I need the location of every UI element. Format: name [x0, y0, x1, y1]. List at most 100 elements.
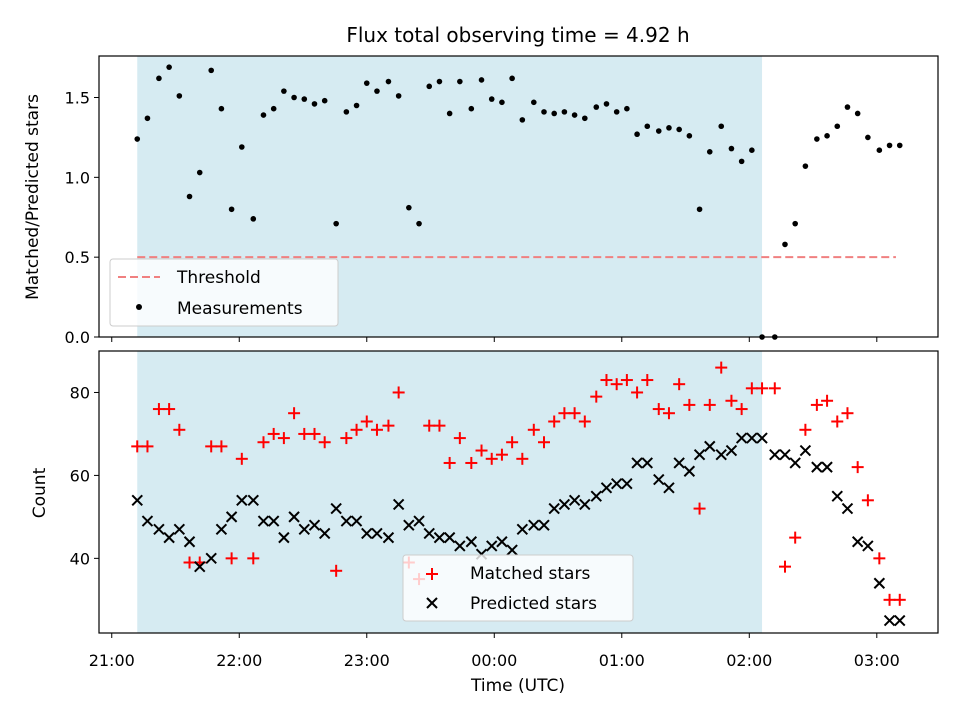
measurement-point	[134, 136, 141, 142]
measurement-point	[176, 93, 183, 99]
predicted-star-point	[278, 531, 290, 544]
predicted-star-d2	[558, 498, 571, 511]
matched-star-point	[703, 398, 716, 411]
x-tick-label: 03:00	[854, 651, 900, 670]
predicted-star-d2	[673, 457, 685, 469]
predicted-star-point	[267, 515, 280, 527]
measurement-point	[551, 110, 558, 117]
predicted-star-point	[683, 465, 696, 477]
measurement-point	[270, 105, 277, 112]
predicted-star-point	[506, 544, 518, 556]
matched-star-point	[485, 452, 498, 465]
matched-star-point	[340, 432, 353, 445]
matched-star-point	[152, 403, 165, 416]
predicted-star-d2	[340, 515, 353, 527]
predicted-star-point	[288, 511, 300, 523]
x-tick-label: 01:00	[599, 651, 645, 670]
predicted-star-point	[663, 482, 675, 494]
predicted-star-point	[568, 494, 581, 507]
x-tick-label: 23:00	[344, 651, 390, 670]
measurement-point	[509, 75, 515, 82]
predicted-star-point	[641, 457, 653, 469]
predicted-star-point	[308, 519, 321, 531]
predicted-star-d2	[131, 494, 143, 507]
matched-star-point	[756, 382, 769, 395]
predicted-star-point	[862, 540, 874, 552]
matched-star-point	[298, 427, 311, 440]
predicted-star-d2	[318, 527, 331, 540]
bottom-panel: 40 60 80 Count Matched stars Predicted sta…	[30, 350, 939, 638]
predicted-star-d2	[621, 477, 633, 490]
predicted-star-point	[350, 515, 363, 527]
predicted-star-point	[443, 531, 456, 544]
predicted-star-d2	[163, 531, 175, 544]
predicted-star-point	[403, 519, 415, 531]
predicted-star-d2	[590, 490, 602, 502]
predicted-star-point	[516, 523, 529, 536]
predicted-star-d2	[465, 536, 478, 548]
measurement-point	[374, 88, 380, 94]
measurement-point	[814, 136, 820, 142]
measurement-point	[218, 105, 225, 112]
matched-star-point	[495, 448, 508, 461]
predicted-star-point	[361, 527, 373, 540]
predicted-star-d2	[433, 531, 446, 544]
predicted-star-d2	[382, 531, 395, 544]
measurement-point	[363, 80, 370, 86]
predicted-star-d2	[247, 494, 259, 507]
top-legend-box	[109, 258, 339, 327]
predicted-star-d2	[486, 540, 498, 552]
measurement-point	[250, 216, 257, 222]
x-tick-label: 02:00	[726, 651, 772, 670]
predicted-star-point	[392, 498, 405, 511]
measurement-point	[802, 163, 809, 169]
predicted-star-d2	[631, 457, 643, 469]
predicted-star-d2	[831, 490, 843, 502]
predicted-star-point	[746, 432, 758, 444]
y-tick-label: 0.5	[65, 248, 90, 267]
predicted-star-point	[225, 511, 238, 523]
bottom-panel-frame	[98, 350, 939, 634]
matched-star-point	[841, 407, 854, 420]
y-tick-label: 60	[70, 466, 90, 485]
matched-star-point	[433, 419, 446, 432]
predicted-star-d2	[704, 440, 716, 453]
measurement-point	[582, 115, 588, 122]
predicted-star-point	[330, 502, 342, 515]
predicted-star-point	[454, 540, 466, 552]
top-legend: Threshold Measurements	[109, 258, 339, 327]
matched-star-point	[652, 403, 665, 416]
matched-star-point	[131, 440, 144, 453]
predicted-star-point	[538, 519, 550, 531]
matched-star-point	[257, 436, 270, 449]
matched-star-point	[247, 552, 260, 565]
matched-star-point	[173, 423, 186, 436]
predicted-star-d2	[779, 448, 791, 461]
predicted-star-d2	[413, 515, 425, 527]
predicted-star-point	[153, 523, 165, 536]
predicted-star-d2	[350, 515, 363, 527]
predicted-star-d2	[693, 448, 706, 461]
matched-star-point	[735, 403, 748, 416]
measurement-point	[426, 83, 433, 90]
measurement-point	[395, 93, 402, 99]
matched-star-point	[778, 560, 791, 573]
matched-star-point	[821, 394, 834, 407]
measurement-point	[886, 142, 893, 149]
predicted-star-point	[811, 461, 823, 473]
matched-star-point	[308, 427, 321, 440]
matched-star-point	[673, 378, 686, 391]
predicted-star-d2	[443, 531, 456, 544]
predicted-star-d2	[528, 519, 540, 531]
measurement-point	[519, 117, 526, 123]
matched-star-point	[350, 423, 363, 436]
measurement-point	[144, 115, 151, 122]
predicted-star-d2	[496, 536, 508, 548]
predicted-star-d2	[883, 614, 896, 627]
matched-star-point	[215, 440, 228, 453]
measurement-point	[603, 101, 610, 107]
predicted-star-d2	[746, 432, 758, 444]
predicted-star-point	[600, 482, 613, 494]
measurement-point	[686, 133, 693, 139]
measurement-point	[186, 193, 193, 200]
